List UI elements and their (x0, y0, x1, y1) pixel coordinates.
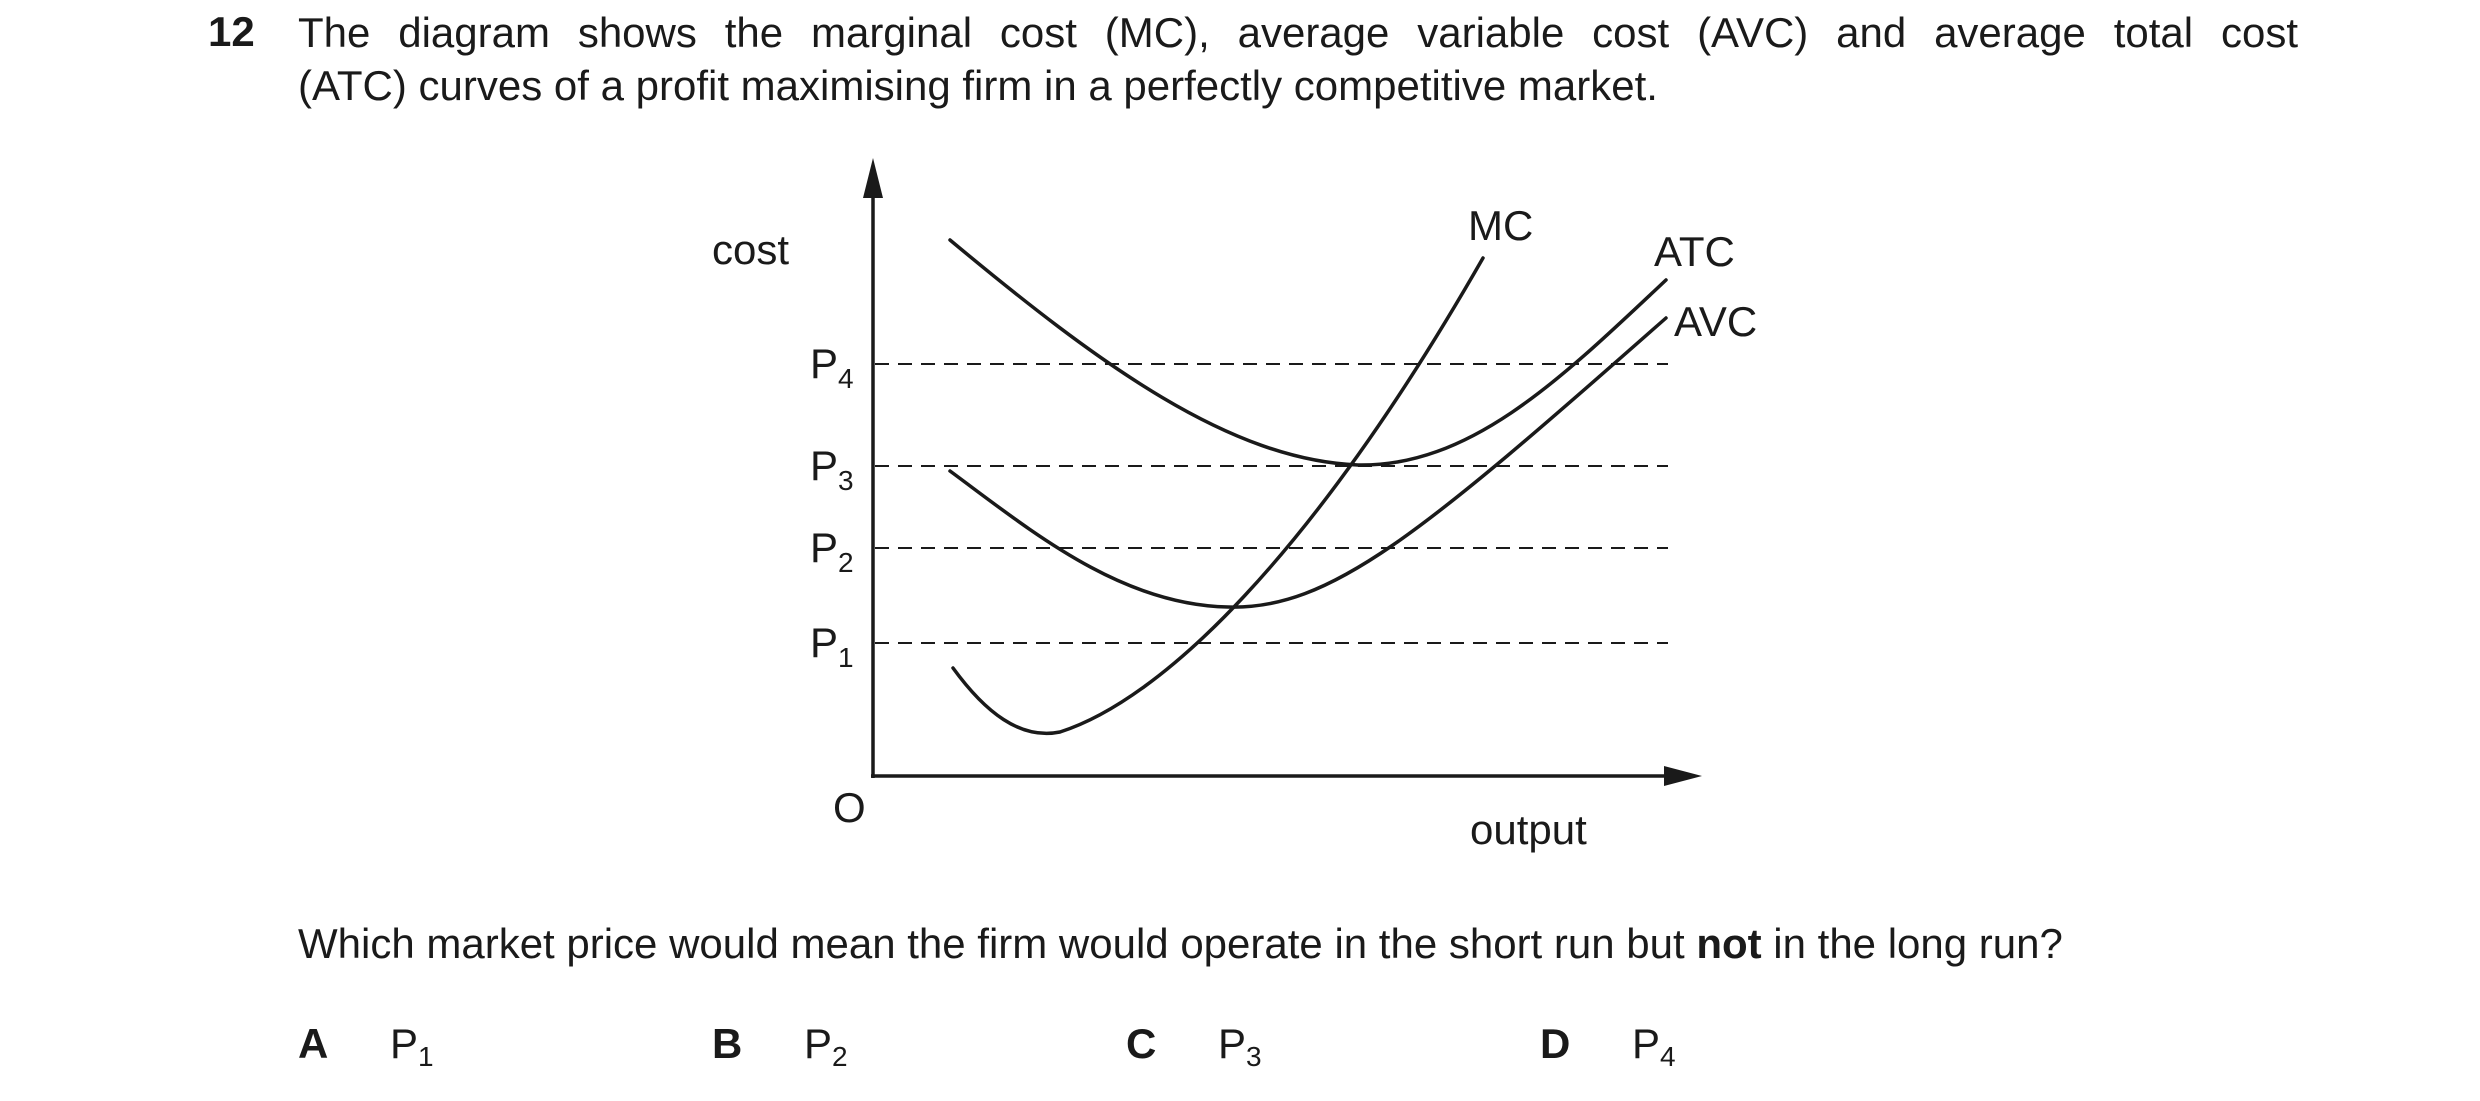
option-d-letter: D (1540, 1020, 1571, 1067)
mc-label: MC (1468, 202, 1533, 249)
price-label-p4: P4 (810, 340, 854, 394)
option-c[interactable]: C P3 (1126, 1018, 1262, 1083)
option-c-value: P3 (1218, 1020, 1262, 1072)
question-stem-line-2: (ATC) curves of a profit maximising firm… (298, 62, 1658, 109)
option-b-letter: B (712, 1020, 743, 1067)
atc-curve (948, 238, 1668, 467)
option-a-letter: A (298, 1020, 329, 1067)
axes (863, 158, 1702, 786)
y-axis-label: cost (712, 226, 789, 273)
option-b[interactable]: B P2 (712, 1018, 848, 1083)
prompt-text-after: in the long run? (1761, 920, 2063, 967)
option-d-value: P4 (1632, 1020, 1676, 1072)
question-number: 12 (208, 8, 255, 55)
price-label-p1: P1 (810, 619, 854, 673)
avc-curve (948, 316, 1668, 609)
option-a-value: P1 (390, 1020, 434, 1072)
x-axis-arrow-icon (1664, 766, 1702, 786)
price-label-p2: P2 (810, 524, 854, 578)
question-prompt: Which market price would mean the firm w… (298, 918, 2063, 970)
price-level-lines (875, 363, 1668, 644)
question-stem-line-1: The diagram shows the marginal cost (MC)… (298, 9, 2298, 56)
y-axis-arrow-icon (863, 158, 883, 198)
x-axis-label: output (1470, 806, 1587, 853)
prompt-text-bold: not (1696, 920, 1762, 967)
option-b-value: P2 (804, 1020, 848, 1072)
atc-label: ATC (1654, 228, 1735, 275)
question-stem: The diagram shows the marginal cost (MC)… (298, 6, 2298, 112)
option-a[interactable]: A P1 (298, 1018, 434, 1083)
price-label-p3: P3 (810, 442, 854, 496)
option-c-letter: C (1126, 1020, 1157, 1067)
mc-curve (951, 256, 1485, 736)
avc-label: AVC (1674, 298, 1757, 345)
prompt-text-before: Which market price would mean the firm w… (298, 920, 1697, 967)
origin-label: O (833, 784, 866, 831)
option-d[interactable]: D P4 (1540, 1018, 1676, 1083)
